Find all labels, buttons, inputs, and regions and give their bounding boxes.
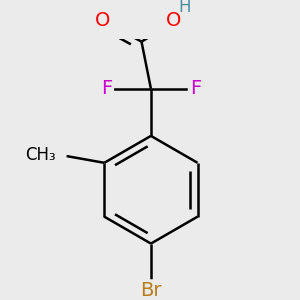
Text: O: O <box>166 11 182 30</box>
Text: H: H <box>178 0 191 16</box>
Text: CH₃: CH₃ <box>25 146 56 164</box>
Text: Br: Br <box>140 281 162 300</box>
Text: F: F <box>101 79 112 98</box>
Text: O: O <box>95 11 110 30</box>
Text: F: F <box>190 79 201 98</box>
